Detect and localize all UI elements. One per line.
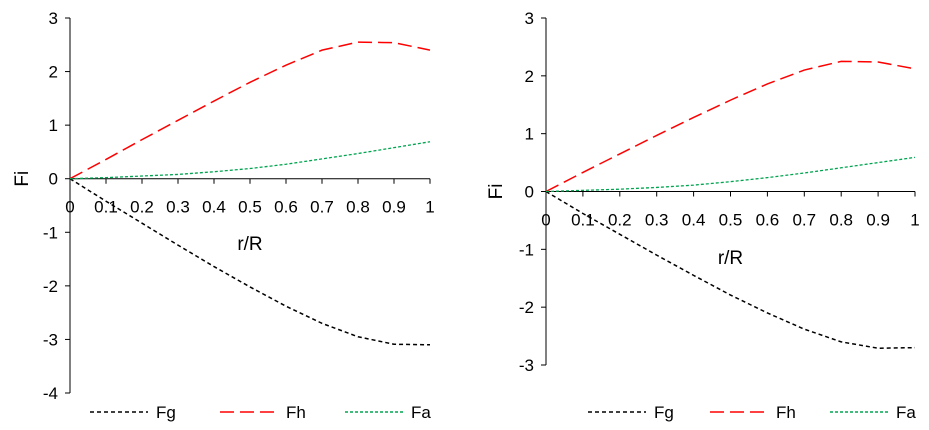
y-tick-label: 3 <box>525 9 534 28</box>
x-tick-label: 1 <box>425 198 434 217</box>
y-tick-label: -2 <box>519 298 534 317</box>
y-tick-label: -3 <box>519 356 534 375</box>
line-chart-svg: 3 2 1 0 -1 -2 -3 -4 0 0.1 0.2 0.3 0.4 0.5 0.6 0.7 0.8 0.9… <box>12 9 435 422</box>
y-axis-title: Fi <box>486 184 507 200</box>
series-line-fh <box>545 60 916 193</box>
x-axis-title: r/R <box>718 248 743 269</box>
x-tick-label: 0.7 <box>792 211 816 230</box>
y-tick-label: -1 <box>43 223 58 242</box>
legend-label-fa: Fa <box>411 403 431 422</box>
x-tick-label: 0.8 <box>829 211 853 230</box>
y-tick-label: -1 <box>519 240 534 259</box>
x-tick-label: 0.9 <box>866 211 890 230</box>
x-tick-label: 0.2 <box>130 198 154 217</box>
series-line-fa <box>69 141 431 180</box>
series-line-fh <box>69 41 431 180</box>
y-tick-label: 0 <box>525 183 534 202</box>
x-tick-label: 0.6 <box>274 198 298 217</box>
y-tick-label: 3 <box>49 9 58 28</box>
x-axis-title: r/R <box>237 234 262 255</box>
x-tick-label: 1 <box>910 211 919 230</box>
legend-label-fg: Fg <box>654 403 674 422</box>
legend-label-fh: Fh <box>286 403 306 422</box>
series-line-fg <box>545 190 916 349</box>
y-tick-label: 0 <box>49 170 58 189</box>
legend-label-fh: Fh <box>776 403 796 422</box>
y-tick-label: 1 <box>49 116 58 135</box>
y-tick-label: 2 <box>49 63 58 82</box>
x-tick-label: 0.1 <box>571 211 595 230</box>
x-tick-label: 0.4 <box>682 211 706 230</box>
x-tick-label: 0.8 <box>346 198 370 217</box>
x-tick-label: 0.9 <box>382 198 406 217</box>
series-line-fg <box>69 178 431 346</box>
y-tick-label: -2 <box>43 277 58 296</box>
chart-panel-left: 3 2 1 0 -1 -2 -3 -4 0 0.1 0.2 0.3 0.4 0.5 0.6 0.7 0.8 0.9… <box>0 0 460 430</box>
x-tick-label: 0.1 <box>94 198 118 217</box>
y-tick-label: 1 <box>525 125 534 144</box>
legend-label-fg: Fg <box>156 403 176 422</box>
x-tick-label: 0.3 <box>166 198 190 217</box>
y-tick-label: 2 <box>525 67 534 86</box>
x-tick-label: 0.7 <box>310 198 334 217</box>
line-chart-svg: 3 2 1 0 -1 -2 -3 0 0.1 0.2 0.3 0.4 0.5 0.6 0.7 0.8 0.9 1 r… <box>486 9 920 422</box>
x-tick-label: 0.5 <box>719 211 743 230</box>
x-tick-label: 0.6 <box>756 211 780 230</box>
x-tick-label: 0.4 <box>202 198 226 217</box>
x-tick-label: 0 <box>65 198 74 217</box>
legend-label-fa: Fa <box>896 403 916 422</box>
x-tick-label: 0 <box>541 211 550 230</box>
y-axis-title: Fi <box>12 171 33 187</box>
y-tick-label: -4 <box>43 384 58 403</box>
x-tick-label: 0.5 <box>238 198 262 217</box>
y-tick-label: -3 <box>43 330 58 349</box>
x-tick-label: 0.3 <box>645 211 669 230</box>
chart-panel-right: 3 2 1 0 -1 -2 -3 0 0.1 0.2 0.3 0.4 0.5 0.6 0.7 0.8 0.9 1 r… <box>470 0 929 430</box>
x-tick-label: 0.2 <box>608 211 632 230</box>
series-line-fa <box>545 156 916 193</box>
